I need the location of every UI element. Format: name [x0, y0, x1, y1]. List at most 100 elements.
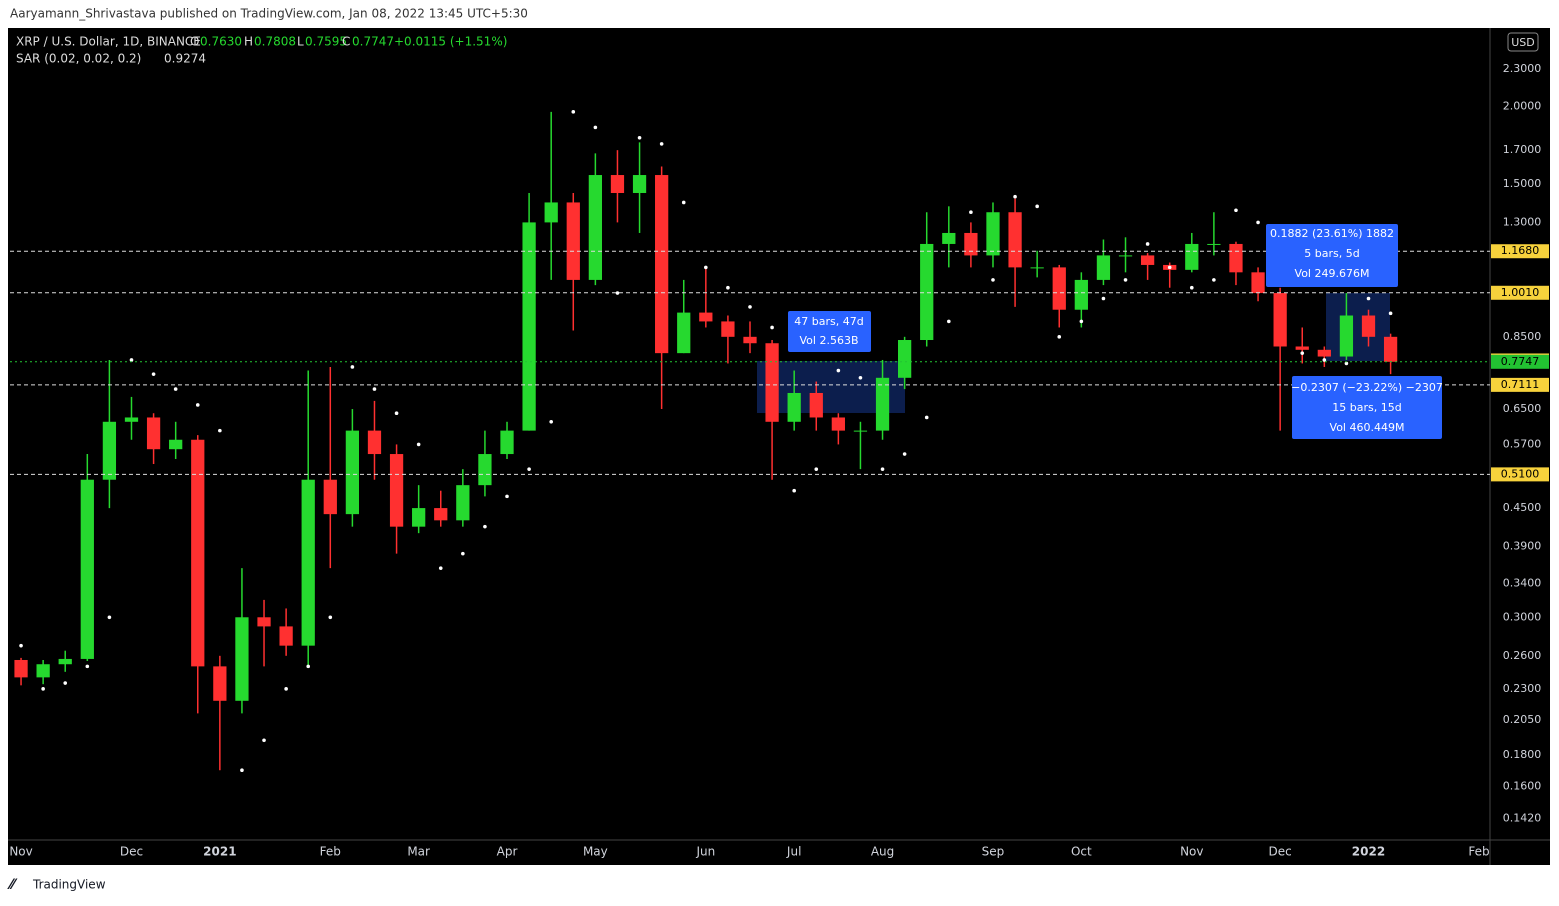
candle-body — [831, 417, 845, 431]
sar-dot — [1256, 220, 1260, 225]
candle-body — [1185, 243, 1199, 270]
level-label: 0.7111 — [1501, 378, 1540, 391]
x-tick-label: Dec — [1269, 845, 1292, 859]
sar-dot — [748, 305, 752, 309]
sar-dot — [571, 110, 576, 114]
annotation: Vol 460.449M — [1330, 421, 1405, 434]
x-tick-label: Mar — [407, 845, 430, 859]
sar-dot — [262, 738, 266, 743]
candle-body — [323, 479, 337, 515]
sar-dot — [615, 291, 620, 295]
sar-dot — [1079, 319, 1084, 324]
candle-body — [146, 417, 161, 450]
candle-body — [898, 340, 912, 378]
candle-body — [257, 617, 271, 627]
sar-dot — [1212, 278, 1216, 282]
sar-dot — [483, 524, 487, 529]
y-tick-label: 0.5700 — [1503, 437, 1542, 450]
x-tick-label: Feb — [1468, 845, 1489, 859]
sar-dot — [195, 403, 200, 407]
candle-body — [389, 454, 404, 527]
annotation: 5 bars, 5d — [1304, 247, 1359, 260]
candle-body — [875, 377, 890, 431]
sar-dot — [63, 681, 68, 685]
candle-body — [1140, 255, 1155, 265]
x-tick-label: Sep — [982, 845, 1005, 859]
candle-body — [58, 658, 72, 665]
y-tick-label: 0.4500 — [1503, 501, 1542, 514]
candle-body — [1074, 279, 1088, 310]
candle-body — [743, 336, 757, 344]
sar-dot — [902, 452, 907, 456]
logo-mark: ⁄⁄ — [7, 877, 18, 893]
candle-body — [124, 417, 139, 422]
candle-body — [809, 392, 823, 418]
sar-dot — [416, 442, 421, 447]
sar-dot — [836, 368, 841, 373]
sar-dot — [1234, 208, 1238, 213]
l-value: 0.7595 — [305, 35, 347, 49]
candle-body — [964, 232, 978, 256]
candle-body — [456, 485, 470, 521]
currency-box[interactable] — [1507, 32, 1539, 52]
annotation-box — [788, 311, 871, 352]
candle-body — [655, 175, 669, 354]
candle-body — [787, 392, 801, 422]
candle-body — [765, 343, 779, 422]
sar-dot — [593, 125, 598, 130]
level-label-bg — [1491, 244, 1549, 259]
candle-body — [853, 430, 868, 432]
candle-body — [632, 175, 647, 193]
sar-dot — [681, 200, 686, 205]
annotation: Vol 2.563B — [800, 334, 859, 347]
sar-dot — [1013, 194, 1017, 199]
sar-dot — [1101, 296, 1106, 301]
x-tick-label: Dec — [120, 845, 143, 859]
x-tick-label: Oct — [1071, 845, 1092, 859]
annotation-box — [1266, 224, 1398, 287]
sar-dot — [240, 768, 244, 773]
candle-body — [301, 479, 315, 646]
y-tick-label: 1.7000 — [1503, 143, 1542, 156]
candle-body — [920, 243, 934, 341]
chart-background — [8, 28, 1550, 865]
currency[interactable]: USD — [1511, 36, 1535, 49]
sar-dot — [394, 411, 399, 416]
candle-body — [610, 175, 625, 193]
sar-label: SAR (0.02, 0.02, 0.2) — [16, 52, 141, 66]
sar-dot — [991, 278, 995, 282]
candle-body — [80, 479, 94, 659]
annotation: −0.2307 (−23.22%) −2307 — [1291, 381, 1443, 394]
candle-body — [1251, 272, 1265, 294]
y-tick-label: 0.1800 — [1503, 748, 1542, 761]
candle-body — [191, 439, 205, 667]
y-tick-label: 0.6500 — [1503, 402, 1542, 415]
sar-dot — [549, 419, 553, 424]
sar-dot — [947, 319, 951, 324]
y-tick-label: 1.3000 — [1503, 215, 1542, 228]
sar-dot — [306, 664, 311, 669]
sar-dot — [328, 615, 333, 620]
sar-dot — [1189, 285, 1194, 290]
sar-dot — [461, 551, 465, 556]
candle-body — [1096, 255, 1111, 280]
sar-dot — [637, 135, 642, 140]
candle-body — [1207, 243, 1221, 245]
o-value: 0.7630 — [200, 35, 242, 49]
candle-body — [367, 430, 382, 455]
last-price-label: 0.7747 — [1501, 355, 1540, 368]
sar-dot — [1300, 351, 1305, 355]
sar-dot — [41, 687, 45, 691]
candle-body — [1383, 336, 1398, 362]
candle-body — [1273, 293, 1287, 347]
h-label: H — [244, 35, 253, 49]
x-tick-label: Nov — [1180, 845, 1203, 859]
y-tick-label: 0.3900 — [1503, 540, 1542, 553]
sar-dot — [107, 615, 112, 620]
h-value: 0.7808 — [254, 35, 296, 49]
x-tick-label: Apr — [497, 845, 518, 859]
candle-body — [677, 312, 691, 354]
y-tick-label: 1.5000 — [1503, 177, 1542, 190]
candle-body — [1317, 349, 1331, 357]
